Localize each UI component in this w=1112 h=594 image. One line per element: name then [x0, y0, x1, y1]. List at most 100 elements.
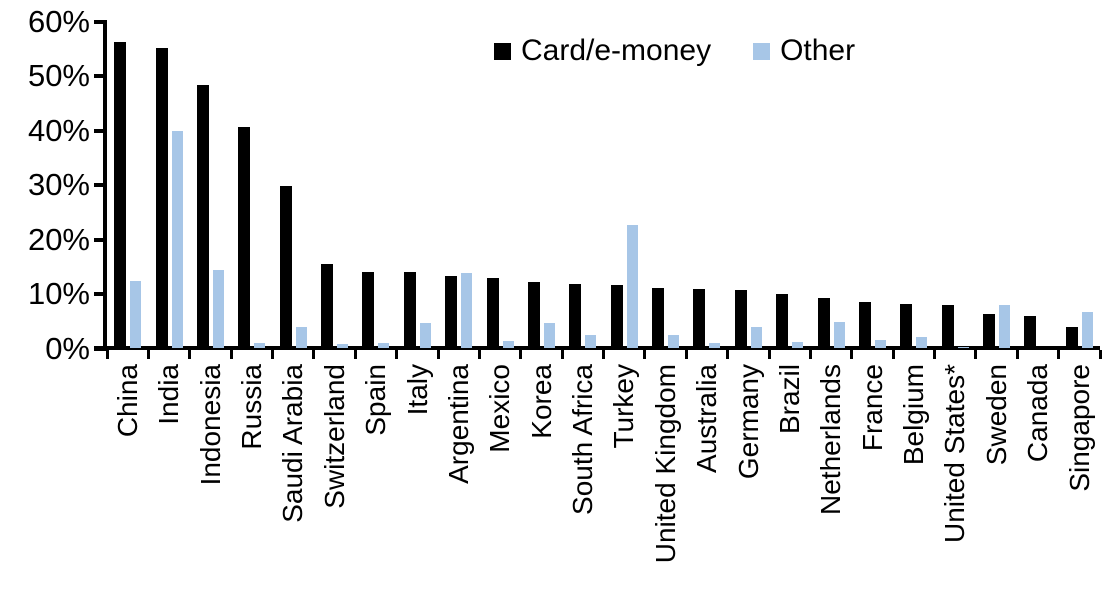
- x-tick-mark: [188, 350, 192, 359]
- bar-other-italy: [419, 322, 431, 348]
- bar-card-e-money-france: [858, 301, 871, 348]
- x-tick-mark: [146, 350, 150, 359]
- category-slot-united-kingdom: United Kingdom: [645, 364, 686, 563]
- x-tick-mark: [271, 350, 274, 359]
- bar-card-e-money-turkey: [610, 284, 623, 348]
- bar-group-korea: [521, 21, 562, 348]
- category-slot-indonesia: Indonesia: [190, 364, 231, 563]
- bar-card-e-money-mexico: [486, 277, 499, 348]
- category-label-argentina: Argentina: [442, 364, 474, 484]
- y-tick-mark: [94, 74, 107, 78]
- x-tick-mark: [395, 350, 399, 359]
- x-tick-mark: [767, 350, 771, 359]
- bar-card-e-money-brazil: [776, 294, 789, 348]
- category-slot-mexico: Mexico: [479, 364, 520, 563]
- category-label-sweden: Sweden: [980, 364, 1012, 466]
- bar-group-united-states: [935, 21, 976, 348]
- category-label-united-kingdom: United Kingdom: [649, 364, 681, 564]
- category-label-australia: Australia: [691, 364, 723, 473]
- bar-group-sweden: [976, 21, 1017, 348]
- bar-group-germany: [728, 21, 769, 348]
- bar-group-argentina: [438, 21, 479, 348]
- category-label-china: China: [111, 364, 143, 438]
- bar-card-e-money-china: [114, 41, 127, 348]
- category-slot-germany: Germany: [728, 364, 769, 563]
- plot-area: [107, 21, 1100, 348]
- x-tick-mark: [891, 350, 895, 359]
- bar-card-e-money-united-states: [941, 304, 954, 348]
- bar-other-korea: [543, 323, 555, 348]
- bar-group-canada: [1017, 21, 1058, 348]
- category-label-singapore: Singapore: [1063, 364, 1095, 492]
- bar-other-brazil: [792, 342, 804, 348]
- category-label-germany: Germany: [732, 364, 764, 480]
- category-slot-belgium: Belgium: [893, 364, 934, 563]
- category-label-turkey: Turkey: [608, 364, 640, 449]
- bar-other-india: [171, 131, 183, 348]
- bar-card-e-money-india: [155, 48, 168, 348]
- x-tick-mark: [602, 350, 605, 359]
- x-tick-mark: [1098, 350, 1102, 359]
- category-slot-sweden: Sweden: [976, 364, 1017, 563]
- y-tick-mark: [94, 237, 107, 242]
- bar-other-singapore: [1081, 312, 1093, 348]
- category-slot-saudi-arabia: Saudi Arabia: [273, 364, 314, 563]
- x-axis-line: [94, 346, 1100, 350]
- bar-other-switzerland: [337, 344, 349, 348]
- bar-group-belgium: [893, 21, 934, 348]
- bar-group-saudi-arabia: [273, 21, 314, 348]
- bar-card-e-money-saudi-arabia: [279, 185, 292, 348]
- bar-group-france: [852, 21, 893, 348]
- y-tick-label-20: 20%: [27, 221, 90, 257]
- x-tick-mark: [312, 350, 316, 359]
- category-label-belgium: Belgium: [898, 364, 930, 466]
- x-tick-mark: [684, 350, 688, 359]
- bar-group-mexico: [479, 21, 520, 348]
- category-label-south-africa: South Africa: [567, 364, 599, 515]
- category-label-russia: Russia: [236, 364, 268, 450]
- category-slot-canada: Canada: [1017, 364, 1058, 563]
- x-tick-mark: [726, 350, 730, 359]
- y-tick-label-50: 50%: [27, 58, 90, 93]
- y-tick-mark: [94, 183, 107, 187]
- bar-other-turkey: [626, 224, 638, 348]
- bar-group-russia: [231, 21, 272, 348]
- bar-other-saudi-arabia: [295, 327, 307, 348]
- bar-card-e-money-singapore: [1065, 326, 1078, 348]
- category-slot-italy: Italy: [397, 364, 438, 563]
- x-tick-mark: [353, 350, 357, 359]
- category-slot-russia: Russia: [231, 364, 272, 563]
- bar-other-united-kingdom: [668, 335, 680, 348]
- x-tick-mark: [1057, 350, 1061, 359]
- bar-card-e-money-australia: [693, 289, 706, 348]
- bar-other-russia: [254, 342, 266, 348]
- category-label-brazil: Brazil: [773, 364, 805, 435]
- y-tick-label-60: 60%: [27, 3, 90, 39]
- bar-card-e-money-italy: [403, 272, 416, 348]
- bar-card-e-money-indonesia: [196, 84, 209, 348]
- bar-group-south-africa: [562, 21, 603, 348]
- bar-group-spain: [355, 21, 396, 348]
- y-tick-label-0: 0%: [45, 330, 90, 366]
- category-slot-singapore: Singapore: [1059, 364, 1100, 563]
- x-tick-mark: [229, 350, 233, 359]
- x-tick-mark: [105, 350, 109, 359]
- category-slot-brazil: Brazil: [769, 364, 810, 563]
- bar-group-china: [107, 21, 148, 348]
- bar-other-spain: [378, 342, 390, 348]
- bar-other-indonesia: [212, 269, 224, 348]
- bar-card-e-money-south-africa: [569, 283, 582, 348]
- y-tick-label-40: 40%: [27, 112, 90, 148]
- category-label-united-states: United States*: [939, 364, 971, 543]
- bar-other-germany: [750, 326, 762, 348]
- bar-card-e-money-belgium: [900, 303, 913, 348]
- bar-other-australia: [709, 342, 721, 348]
- bar-other-south-africa: [585, 335, 597, 348]
- bar-card-e-money-united-kingdom: [652, 288, 665, 348]
- category-slot-china: China: [107, 364, 148, 563]
- x-tick-mark: [1015, 350, 1019, 359]
- y-tick-mark: [94, 292, 107, 296]
- category-label-france: France: [856, 364, 888, 452]
- category-slot-argentina: Argentina: [438, 364, 479, 563]
